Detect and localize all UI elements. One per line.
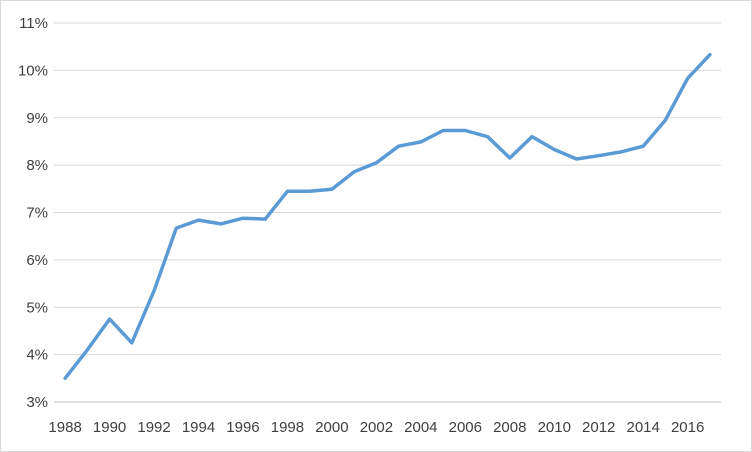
x-tick-label: 1988 <box>48 419 81 436</box>
data-point <box>175 226 178 230</box>
data-point <box>241 216 245 220</box>
data-point <box>419 140 423 144</box>
data-point <box>575 157 578 161</box>
gridlines <box>54 22 721 356</box>
y-axis-tick-labels: 3% 4% 5% 6% 7% 8% 9% 10% 11% <box>18 15 48 411</box>
x-tick-label: 1994 <box>182 419 215 436</box>
data-point <box>308 189 311 193</box>
data-point <box>553 148 556 151</box>
y-tick-label: 11% <box>19 15 48 32</box>
y-tick-label: 9% <box>26 110 48 127</box>
data-point <box>486 135 489 138</box>
data-point <box>508 156 511 160</box>
y-tick-label: 3% <box>26 394 48 411</box>
data-point <box>641 144 645 148</box>
x-tick-label: 1992 <box>137 419 170 436</box>
x-tick-label: 2012 <box>582 419 615 436</box>
data-point <box>464 129 467 132</box>
series-group <box>63 52 712 381</box>
x-tick-label: 1996 <box>226 419 259 436</box>
x-tick-label: 2016 <box>671 419 704 436</box>
y-tick-label: 5% <box>26 299 48 316</box>
x-tick-label: 1990 <box>93 419 126 436</box>
y-tick-label: 4% <box>26 347 48 364</box>
data-point <box>108 317 111 321</box>
data-point <box>330 188 334 191</box>
y-tick-label: 8% <box>26 157 48 174</box>
data-point <box>708 53 712 56</box>
y-tick-label: 10% <box>18 62 48 79</box>
data-point <box>152 289 156 292</box>
x-tick-label: 2006 <box>449 419 482 436</box>
x-axis-tick-labels: 1988 1990 1992 1994 1996 1998 2000 2002 2004 2006… <box>48 419 704 436</box>
data-point <box>264 217 267 221</box>
x-tick-label: 2002 <box>360 419 393 436</box>
data-point <box>375 161 378 164</box>
x-tick-label: 2008 <box>493 419 526 436</box>
data-point <box>63 377 67 380</box>
data-point <box>130 341 134 344</box>
data-point <box>441 129 445 132</box>
data-point <box>530 135 534 138</box>
y-tick-label: 6% <box>26 252 48 269</box>
data-point <box>397 144 400 148</box>
x-tick-label: 1998 <box>271 419 304 436</box>
data-point <box>286 189 289 193</box>
data-point <box>597 154 600 157</box>
data-point <box>86 348 89 352</box>
x-tick-label: 2014 <box>626 419 659 436</box>
x-tick-label: 2004 <box>404 419 437 436</box>
data-point <box>686 77 689 80</box>
data-point <box>219 222 222 226</box>
y-tick-label: 7% <box>26 205 48 222</box>
data-point <box>619 150 623 154</box>
x-tick-label: 2000 <box>315 419 348 436</box>
data-point <box>197 218 200 222</box>
x-tick-label: 2010 <box>538 419 571 436</box>
series-line <box>63 52 712 381</box>
data-point <box>664 118 667 122</box>
data-point <box>352 170 356 173</box>
